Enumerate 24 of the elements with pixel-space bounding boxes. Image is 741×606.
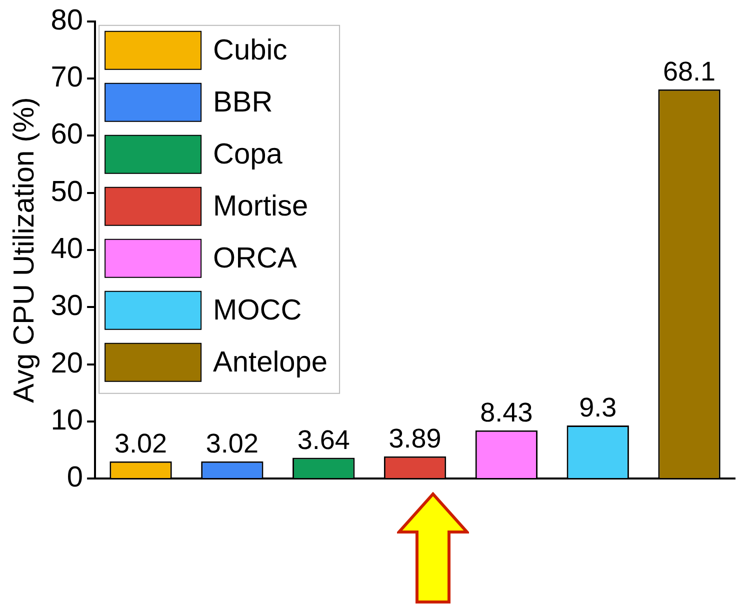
legend-label: Antelope (213, 346, 328, 378)
data-label: 8.43 (480, 397, 533, 428)
legend-label: MOCC (213, 294, 302, 326)
data-label: 3.89 (388, 423, 442, 454)
y-tick-label: 30 (50, 290, 84, 322)
legend-label: Cubic (213, 34, 288, 66)
legend-label: ORCA (213, 242, 298, 274)
y-tick-label: 0 (66, 462, 84, 494)
data-label: 68.1 (663, 56, 716, 86)
legend-label: Mortise (213, 190, 308, 222)
data-label: 3.02 (114, 428, 168, 458)
legend-label: BBR (213, 86, 273, 118)
y-tick-label: 80 (50, 4, 84, 36)
y-axis-title: Avg CPU Utilization (%) (8, 97, 40, 403)
legend-label: Copa (213, 138, 284, 170)
y-tick-label: 50 (50, 176, 84, 208)
data-label: 3.64 (297, 424, 350, 455)
data-label: 9.3 (579, 392, 617, 422)
y-tick-label: 20 (50, 347, 84, 380)
y-tick-label: 60 (50, 118, 84, 151)
data-label: 3.02 (206, 428, 258, 458)
y-tick-label: 40 (50, 233, 84, 265)
y-tick-label: 10 (50, 404, 84, 436)
y-tick-label: 70 (50, 62, 84, 94)
